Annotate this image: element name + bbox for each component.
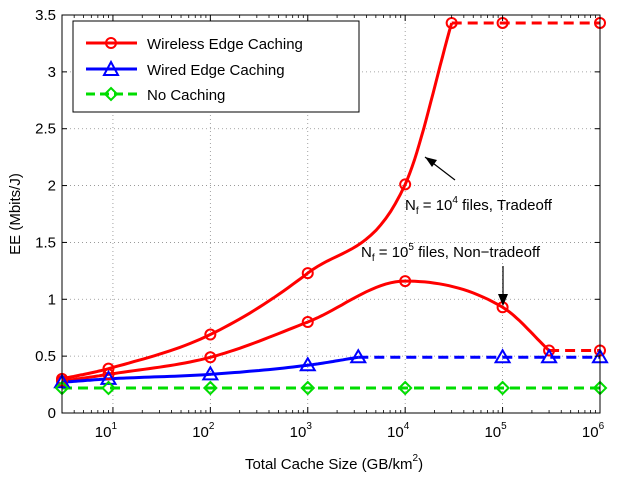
x-tick-label: 103 <box>290 421 313 441</box>
annotation-2-sup: 5 <box>408 242 414 253</box>
data-point <box>204 328 217 341</box>
annotation-2-sub: f <box>372 253 375 264</box>
x-axis-label: Total Cache Size (GB/km2) <box>245 453 423 473</box>
x-tick-label-base: 10 <box>192 424 209 441</box>
data-point <box>300 380 316 396</box>
annotation-tradeoff: Nf = 104 files, Tradeoff <box>405 156 553 217</box>
data-point <box>101 380 116 396</box>
data-point <box>204 351 217 364</box>
data-point <box>102 368 115 381</box>
x-tick-label: 102 <box>192 421 215 441</box>
legend: Wireless Edge Caching Wired Edge Caching… <box>72 20 360 113</box>
y-tick-label: 0.5 <box>35 348 56 365</box>
x-tick-label: 106 <box>582 421 605 441</box>
data-point <box>301 267 314 280</box>
x-tick-label-exponent: 4 <box>404 421 410 432</box>
data-point <box>495 380 511 396</box>
legend-label-nocaching: No Caching <box>147 87 225 104</box>
data-point <box>301 316 314 329</box>
legend-marker-nocaching <box>103 86 119 102</box>
x-tick-label-exponent: 5 <box>501 421 507 432</box>
series-0-curve-0-solid-line <box>61 22 454 381</box>
x-tick-label-base: 10 <box>290 424 307 441</box>
plot-area <box>61 14 601 414</box>
y-tick-label: 2.5 <box>35 121 56 138</box>
x-tick-label-exponent: 3 <box>306 421 312 432</box>
x-tick-label-exponent: 1 <box>111 421 117 432</box>
data-point <box>201 365 220 381</box>
data-point <box>540 348 558 364</box>
y-tick-label: 2 <box>48 178 56 195</box>
annotation-1-mid: = 10 <box>419 197 453 214</box>
annotation-2-prefix: N <box>361 244 372 261</box>
x-tick-label-exponent: 6 <box>599 421 605 432</box>
x-tick-label: 101 <box>95 421 118 441</box>
data-point <box>99 369 118 385</box>
x-axis-label-exponent: 2 <box>413 453 419 464</box>
y-axis-label: EE (Mbits/J) <box>7 173 24 255</box>
annotation-nontradeoff: Nf = 105 files, Non−tradeoff <box>361 242 541 306</box>
y-tick-label: 1.5 <box>35 234 56 251</box>
data-point <box>543 344 556 357</box>
x-axis-label-close: ) <box>418 456 423 473</box>
legend-marker-wired <box>102 59 120 76</box>
legend-label-wired: Wired Edge Caching <box>147 62 285 79</box>
y-tick-label: 1 <box>48 291 56 308</box>
x-tick-label-base: 10 <box>95 424 112 441</box>
series-1-curve-0-solid-line <box>61 355 359 384</box>
legend-label-wireless: Wireless Edge Caching <box>147 36 303 53</box>
legend-marker-wireless <box>105 37 117 49</box>
annotation-2-mid: = 10 <box>375 244 409 261</box>
data-point <box>399 178 412 191</box>
x-tick-label-exponent: 2 <box>209 421 215 432</box>
annotation-1-sub: f <box>416 206 419 217</box>
data-point <box>397 380 413 396</box>
y-tick-label: 3 <box>48 64 56 81</box>
x-tick-label-base: 10 <box>484 424 501 441</box>
annotation-1-prefix: N <box>405 197 416 214</box>
annotation-1-suffix: files, Tradeoff <box>458 197 553 214</box>
annotation-1-sup: 4 <box>452 195 458 206</box>
data-point <box>493 348 512 364</box>
x-tick-label-base: 10 <box>387 424 404 441</box>
y-tick-label: 3.5 <box>35 7 56 24</box>
annotation-text-tradeoff: Nf = 104 files, Tradeoff <box>405 195 553 217</box>
x-tick-label: 104 <box>387 421 410 441</box>
data-point <box>399 275 412 288</box>
legend-box <box>72 20 360 113</box>
data-curves <box>61 21 600 390</box>
annotation-2-suffix: files, Non−tradeoff <box>414 244 541 261</box>
x-tick-label-base: 10 <box>582 424 599 441</box>
annotation-text-nontradeoff: Nf = 105 files, Non−tradeoff <box>361 242 541 264</box>
y-tick-label: 0 <box>48 405 56 422</box>
x-tick-label: 105 <box>484 421 507 441</box>
data-point <box>349 348 368 364</box>
arrowhead-tradeoff-icon <box>425 157 437 167</box>
data-point <box>202 380 218 396</box>
x-axis-label-main: Total Cache Size (GB/km <box>245 456 413 473</box>
arrowhead-nontradeoff-icon <box>498 294 508 306</box>
data-point <box>299 356 317 372</box>
